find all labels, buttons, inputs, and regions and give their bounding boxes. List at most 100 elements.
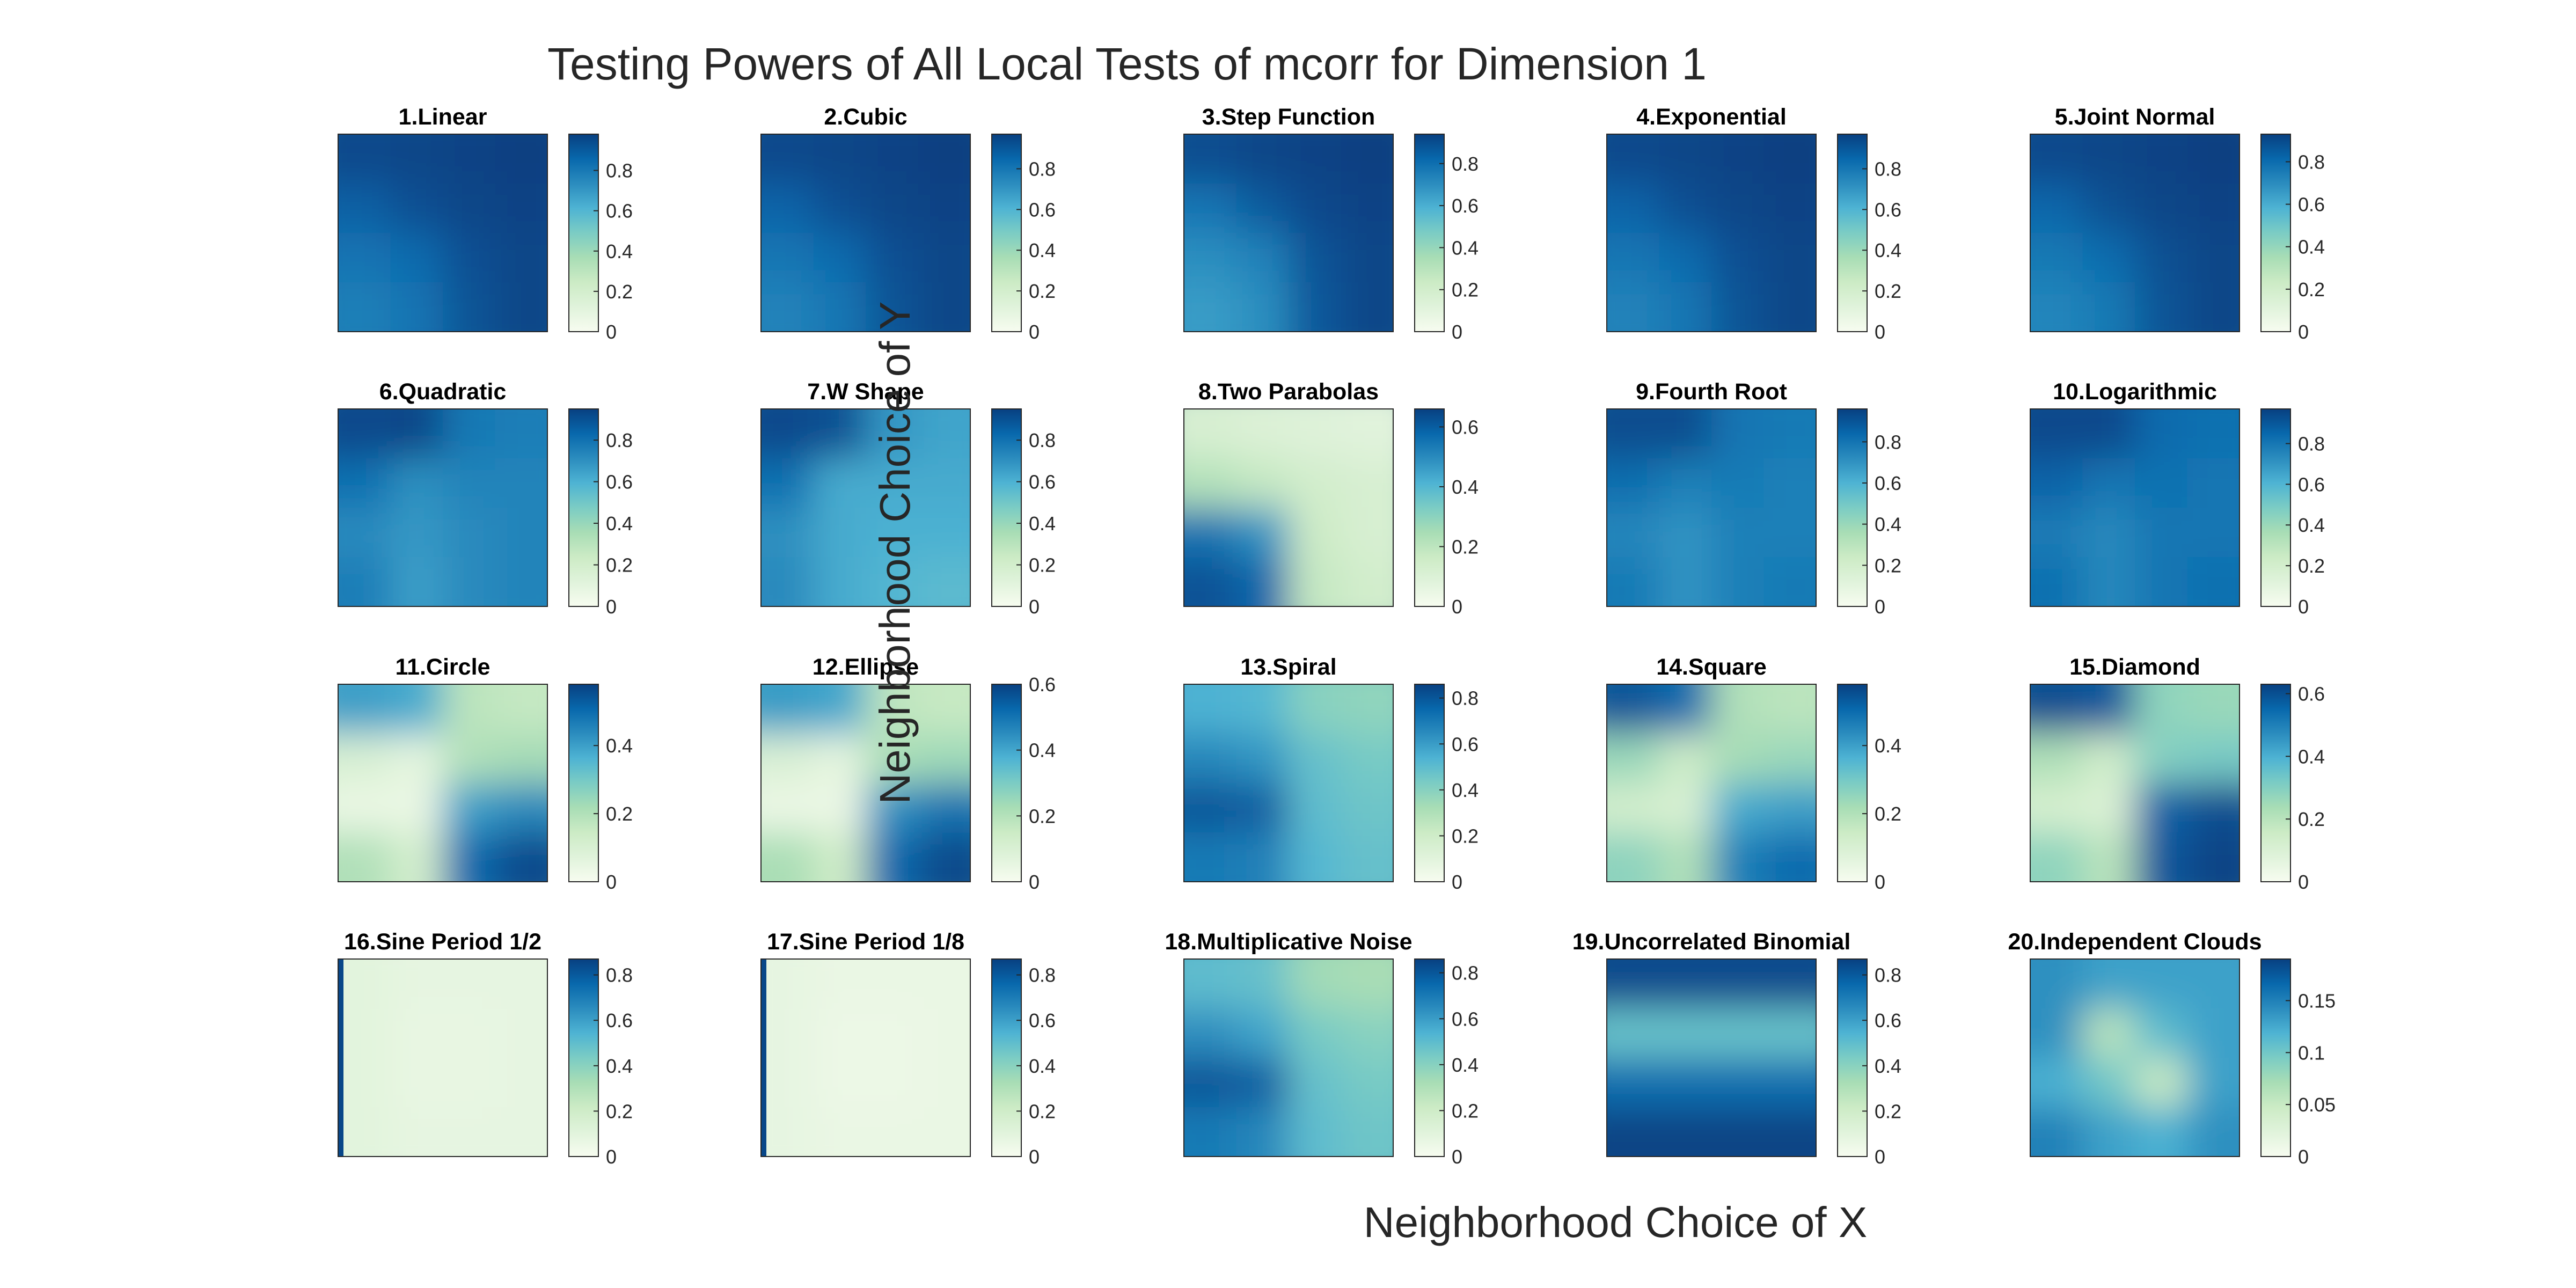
heatmap-cell [338,832,391,882]
heatmap-cell [338,409,391,459]
heatmap-cell [443,458,496,508]
heatmap-cell [1659,557,1712,606]
colorbar-tick-label: 0.2 [606,803,633,825]
heatmap-cell [338,1107,391,1157]
colorbar-tick-label: 0.6 [1452,733,1479,755]
panel: 14.Square 0 0.2 0.4 [1606,654,1901,893]
heatmap-cell [2187,734,2240,784]
panel-title: 10.Logarithmic [2053,379,2217,405]
colorbar-tick-label: 0.1 [2298,1042,2325,1064]
heatmap-cell [390,134,443,184]
colorbar: 0 0.2 0.4 0.6 0.8 [1837,408,1901,618]
heatmap-cell [2135,184,2188,233]
colorbar-tick-label: 0.4 [1452,1054,1479,1076]
colorbar-tick-label: 0.4 [1875,735,1901,757]
heatmap-cell [2030,684,2083,734]
heatmap-cell [1289,684,1342,734]
heatmap-cell [495,458,547,508]
heatmap-cell [1289,409,1342,459]
heatmap-cell [2082,184,2135,233]
heatmap-cell [1289,282,1342,332]
colorbar-tick-label: 0.4 [1452,779,1479,801]
colorbar-frame [568,684,599,882]
panel-frame [760,958,971,1157]
heatmap-cell [761,959,814,1009]
heatmap [761,684,970,882]
panel-title: 3.Step Function [1202,104,1375,130]
heatmap-cells [1607,959,1816,1157]
heatmap-cell [918,233,970,283]
colorbar-tick-label: 0 [1875,871,1885,893]
heatmap [1607,959,1816,1157]
heatmap-cell [1711,508,1765,558]
heatmap-cell [2030,458,2083,508]
colorbar-frame [1414,958,1445,1157]
heatmap-cell [918,508,970,558]
heatmap-cell [495,734,547,784]
panel-title: 19.Uncorrelated Binomial [1572,929,1851,955]
heatmap-cell [1184,1008,1237,1058]
colorbar-tick-label: 0.4 [1029,239,1056,261]
panel-frame [2030,134,2240,332]
colorbar-tick-label: 0 [606,321,617,343]
heatmap-cell [2135,282,2188,332]
colorbar-tick-label: 0.8 [606,429,633,451]
heatmap-cell [338,557,391,606]
heatmap-cell [866,233,919,283]
panel: 16.Sine Period 1/2 0 0.2 0.4 0.6 0.8 [338,929,633,1168]
colorbar-tick-label: 0.4 [606,735,633,757]
heatmap-cell [2030,409,2083,459]
heatmap-cell [1341,959,1393,1009]
x-axis-label: Neighborhood Choice of X [1364,1198,1867,1246]
panel: 2.Cubic 0 0.2 0.4 0.6 0.8 [760,104,1056,343]
colorbar-tick-label: 0 [1875,596,1885,618]
heatmap-cell [761,1107,814,1157]
heatmap-cell [2030,282,2083,332]
heatmap-cells [1184,134,1393,332]
colorbar-tick-label: 0.4 [1875,514,1901,536]
heatmap-cell [1341,233,1393,283]
heatmap-cell [443,409,496,459]
heatmap-cell [2030,959,2083,1009]
heatmap-cell [1236,783,1289,833]
heatmap-cell [866,832,919,882]
colorbar-tick-label: 0.6 [1875,1009,1901,1031]
colorbar-tick-label: 0.2 [606,281,633,303]
heatmap-cell [1607,134,1660,184]
heatmap-cell [1289,233,1342,283]
heatmap-cell [866,959,919,1009]
heatmap-cell [1659,734,1712,784]
heatmap-cell [2187,282,2240,332]
heatmap-cell [1763,734,1816,784]
heatmap-cell [2135,458,2188,508]
colorbar-tick-label: 0.2 [1029,1100,1056,1122]
colorbar-tick-label: 0.6 [1452,416,1479,438]
heatmap-cell [761,184,814,233]
colorbar-tick-label: 0 [1029,1146,1040,1168]
heatmap-cell [813,684,866,734]
heatmap-cell [2135,134,2188,184]
heatmap-cell [390,1008,443,1058]
heatmap-cell [918,1008,970,1058]
heatmap-cell [1711,734,1765,784]
colorbar-tick-label: 0 [1875,321,1885,343]
heatmap-cell [1659,959,1712,1009]
colorbar-tick-label: 0 [1452,871,1462,893]
heatmap-cell [1607,783,1660,833]
heatmap-cells [2030,959,2240,1157]
heatmap-cell [918,832,970,882]
heatmap-cell [761,233,814,283]
heatmap-cell [1607,684,1660,734]
panel-title: 16.Sine Period 1/2 [344,929,541,955]
heatmap-cell [2030,1058,2083,1108]
heatmap-cell [1711,832,1765,882]
heatmap-cell [443,959,496,1009]
heatmap-cell [1711,409,1765,459]
heatmap-cell [2187,1107,2240,1157]
colorbar-frame [2260,134,2291,332]
colorbar-frame [1837,684,1868,882]
colorbar-gradient [1838,409,1867,606]
colorbar-tick-label: 0.4 [606,513,633,535]
heatmap-cell [918,184,970,233]
heatmap [338,684,547,882]
